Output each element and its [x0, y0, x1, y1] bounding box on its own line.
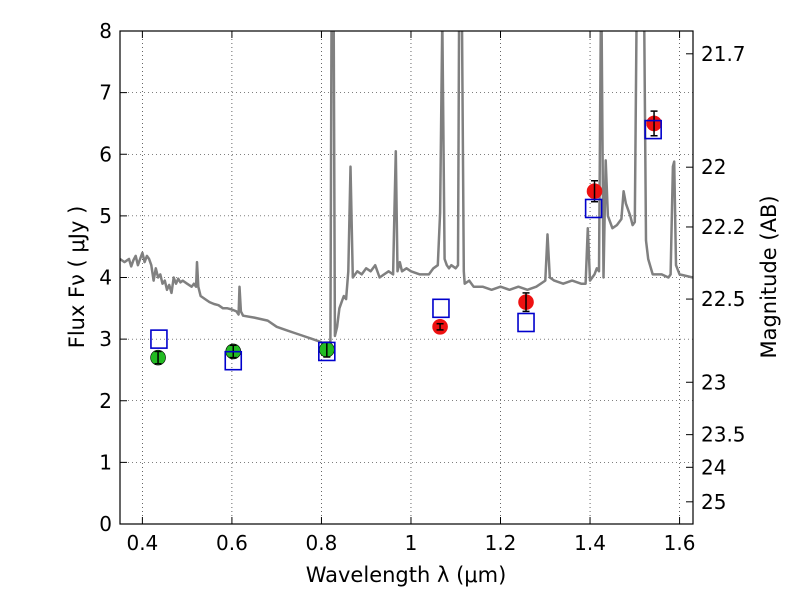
right-tick-label: 22.2 [701, 215, 746, 239]
x-tick-label: 1 [405, 531, 418, 555]
right-tick-label: 24 [701, 455, 726, 479]
y-tick-label: 4 [99, 266, 112, 290]
model-square [150, 329, 168, 349]
spectrum-line [120, 31, 693, 347]
model-square [644, 119, 662, 140]
x-tick-label: 0.4 [126, 531, 158, 555]
y-tick-label: 6 [99, 142, 112, 166]
x-tick-label: 1.2 [485, 531, 517, 555]
right-tick-label: 21.7 [701, 42, 746, 66]
right-tick-label: 25 [701, 490, 726, 514]
y-tick-label: 5 [99, 204, 112, 228]
model-square [432, 298, 450, 319]
y-tick-label: 0 [99, 512, 112, 536]
right-tick-label: 22 [701, 155, 726, 179]
right-tick-label: 23 [701, 370, 726, 394]
right-tick-label: 22.5 [701, 287, 746, 311]
plot-area [120, 31, 693, 524]
y-tick-label: 3 [99, 327, 112, 351]
model-square [584, 198, 603, 219]
y-tick-label: 7 [99, 81, 112, 105]
y-tick-label: 2 [99, 389, 112, 413]
x-tick-label: 1.4 [574, 531, 606, 555]
y-tick-label: 8 [99, 19, 112, 43]
model-square [224, 350, 243, 371]
y-tick-label: 1 [99, 450, 112, 474]
right-axis-label: Magnitude (AB) [757, 195, 781, 358]
x-tick-label: 0.8 [306, 531, 338, 555]
model-square [517, 312, 535, 333]
ticks: 0.4 0.6 0.8 1 1.2 1.4 1.601234567821.72222.222… [99, 19, 745, 555]
x-axis-label: Wavelength λ (μm) [306, 563, 507, 587]
x-tick-label: 1.6 [664, 531, 696, 555]
right-tick-label: 23.5 [701, 423, 746, 447]
y-axis-label: Flux Fν ( μJy ) [65, 206, 89, 349]
model-square [318, 341, 336, 362]
data-layer [120, 31, 693, 371]
x-tick-label: 0.6 [216, 531, 248, 555]
